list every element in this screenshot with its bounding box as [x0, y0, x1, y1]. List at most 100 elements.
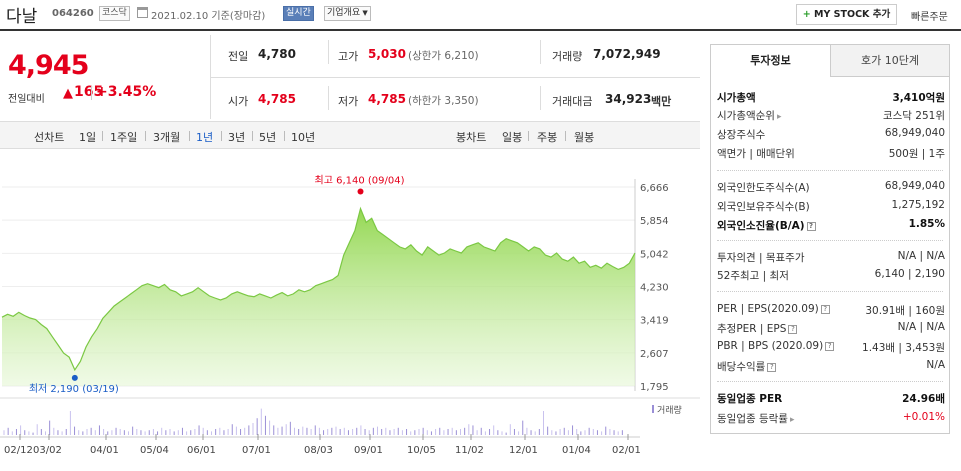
- period-3y[interactable]: 3년: [228, 131, 246, 144]
- volume-value: 7,072,949: [593, 47, 661, 61]
- invest-row: 시가총액순위 ▸ 코스닥 251위: [717, 108, 945, 124]
- invest-row-value: 68,949,040: [884, 127, 945, 139]
- invest-row-label: 52주최고 | 최저: [717, 270, 789, 282]
- x-tick-label: 11/02: [455, 445, 484, 456]
- x-tick-label: 02/01: [612, 445, 641, 456]
- invest-row-label: 투자의견 | 목표주가: [717, 252, 805, 264]
- invest-row-value: 3,410억원: [892, 92, 945, 104]
- x-tick-label: 10/05: [407, 445, 436, 456]
- invest-row-label: 추정PER | EPS?: [717, 321, 798, 336]
- open-value: 4,785: [258, 92, 296, 106]
- quick-order-link[interactable]: 빠른주문: [911, 12, 948, 23]
- section-divider: [717, 240, 943, 241]
- price-chart[interactable]: 6,666 5,854 5,042 4,230 3,419 2,607 1,795 최고 6,…: [0, 150, 700, 468]
- section-divider: [717, 170, 943, 171]
- x-tick-label: 04/01: [90, 445, 119, 456]
- invest-row: 상장주식수 68,949,040: [717, 127, 945, 143]
- arrow-right-icon[interactable]: ▸: [776, 112, 782, 122]
- invest-row-value: 30.91배 | 160원: [865, 305, 945, 317]
- period-3m[interactable]: 3개월: [153, 131, 181, 144]
- volume-legend-swatch: [652, 405, 654, 413]
- realtime-button[interactable]: 실시간: [283, 6, 314, 21]
- high-marker: [357, 188, 364, 195]
- plus-icon: +: [802, 9, 811, 20]
- invest-row-value: 500원 | 1주: [888, 148, 945, 160]
- x-tick-label: 08/03: [304, 445, 333, 456]
- low-value: 4,785: [368, 92, 406, 106]
- invest-row: PER | EPS(2020.09)? 30.91배 | 160원: [717, 303, 945, 319]
- stats-col-divider: [328, 86, 329, 110]
- high-value: 5,030: [368, 47, 406, 61]
- invest-row-value: 1,275,192: [891, 199, 945, 211]
- period-divider: [284, 131, 285, 141]
- period-1y[interactable]: 1년: [196, 131, 214, 144]
- info-icon[interactable]: ?: [806, 222, 816, 231]
- change-divider: [91, 86, 92, 100]
- invest-row: 추정PER | EPS? N/A | N/A: [717, 321, 945, 337]
- y-tick-label: 1,795: [640, 382, 669, 393]
- x-tick-label: 02/12: [4, 445, 33, 456]
- period-divider: [102, 131, 103, 141]
- x-tick-label: 09/01: [354, 445, 383, 456]
- invest-row-label: 외국인한도주식수(A): [717, 182, 810, 194]
- x-tick-label: 06/01: [187, 445, 216, 456]
- candle-weekly[interactable]: 주봉: [537, 131, 558, 144]
- invest-row-value: +0.01%: [902, 411, 945, 423]
- x-tick-label: 05/04: [140, 445, 169, 456]
- candle-monthly[interactable]: 월봉: [574, 131, 595, 144]
- period-1d[interactable]: 1일: [79, 131, 97, 144]
- x-tick-label: 07/01: [242, 445, 271, 456]
- low-label: 저가: [338, 95, 359, 108]
- invest-row-label: 동일업종 등락률 ▸: [717, 413, 795, 425]
- invest-row-value: N/A: [926, 359, 945, 371]
- invest-row-value: 68,949,040: [884, 180, 945, 192]
- invest-row-label: 외국인보유주식수(B): [717, 201, 810, 213]
- low-annotation: 최저 2,190 (03/19): [29, 383, 119, 395]
- invest-row: 액면가 | 매매단위 500원 | 1주: [717, 146, 945, 162]
- info-icon[interactable]: ?: [767, 363, 777, 372]
- arrow-right-icon[interactable]: ▸: [789, 415, 795, 425]
- period-divider: [145, 131, 146, 141]
- add-mystock-button[interactable]: + MY STOCK 추가: [796, 4, 897, 25]
- period-5y[interactable]: 5년: [259, 131, 277, 144]
- candle-daily[interactable]: 일봉: [502, 131, 523, 144]
- invest-row-label: 외국인소진율(B/A)?: [717, 218, 816, 233]
- section-divider: [717, 291, 943, 292]
- high-annotation: 최고 6,140 (09/04): [315, 174, 405, 186]
- corp-overview-button[interactable]: 기업개요 ▼: [324, 6, 371, 21]
- info-icon[interactable]: ?: [825, 342, 835, 351]
- period-divider: [189, 131, 190, 141]
- invest-row-label: 액면가 | 매매단위: [717, 148, 795, 160]
- stats-col-divider: [540, 86, 541, 110]
- invest-row-label: 시가총액: [717, 92, 756, 104]
- info-icon[interactable]: ?: [788, 325, 798, 334]
- tab-orderbook[interactable]: 호가 10단계: [830, 45, 949, 77]
- invest-row-label: 동일업종 PER: [717, 393, 783, 405]
- invest-row: 52주최고 | 최저 6,140 | 2,190: [717, 268, 945, 284]
- invest-row-value: N/A | N/A: [897, 250, 945, 262]
- invest-row: 외국인한도주식수(A) 68,949,040: [717, 180, 945, 196]
- amount-value: 34,923: [605, 92, 652, 106]
- invest-row-label: 배당수익률?: [717, 359, 777, 374]
- period-10y[interactable]: 10년: [291, 131, 316, 144]
- invest-row-value: 1.43배 | 3,453원: [862, 342, 945, 354]
- invest-row: 외국인보유주식수(B) 1,275,192: [717, 199, 945, 215]
- stats-col-divider: [540, 40, 541, 64]
- stats-col-divider: [328, 40, 329, 64]
- up-triangle-icon: ▲: [63, 86, 73, 101]
- change-percent: +3.45%: [96, 84, 157, 100]
- amount-unit: 백만: [651, 95, 672, 108]
- corp-overview-label: 기업개요: [327, 8, 361, 18]
- stock-name: 다날: [6, 7, 38, 27]
- volume-label: 거래량: [552, 50, 583, 63]
- info-icon[interactable]: ?: [820, 305, 830, 314]
- period-divider: [528, 131, 529, 141]
- amount-label: 거래대금: [552, 95, 593, 108]
- period-1w[interactable]: 1주일: [110, 131, 138, 144]
- tab-invest-info[interactable]: 투자정보: [711, 45, 830, 77]
- y-tick-label: 5,042: [640, 249, 669, 260]
- invest-row: 배당수익률? N/A: [717, 359, 945, 375]
- invest-row: 동일업종 등락률 ▸ +0.01%: [717, 411, 945, 427]
- invest-row: 동일업종 PER 24.96배: [717, 391, 945, 407]
- x-tick-label: 03/02: [33, 445, 62, 456]
